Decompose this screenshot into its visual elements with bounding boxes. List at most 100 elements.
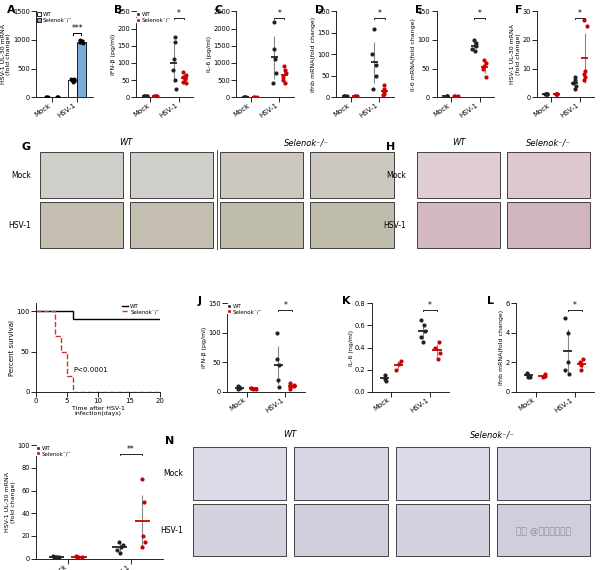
Point	[43, 92, 53, 101]
Point	[272, 328, 282, 337]
Point	[552, 89, 562, 99]
FancyBboxPatch shape	[193, 504, 286, 556]
Point	[582, 21, 592, 30]
Point	[41, 92, 51, 101]
Point	[76, 35, 85, 44]
Point	[271, 68, 281, 78]
Point	[560, 365, 570, 374]
Text: B: B	[115, 5, 123, 15]
Point	[235, 382, 244, 392]
Point	[431, 343, 440, 352]
Point	[469, 35, 478, 44]
Point	[137, 475, 147, 484]
Point	[235, 384, 245, 393]
Point	[525, 373, 535, 382]
Point	[571, 72, 580, 82]
FancyBboxPatch shape	[40, 152, 122, 198]
Text: Selenok⁻/⁻: Selenok⁻/⁻	[470, 430, 515, 439]
X-axis label: Time after HSV-1
infection(days): Time after HSV-1 infection(days)	[71, 405, 125, 416]
Text: HSV-1: HSV-1	[160, 526, 183, 535]
Point	[170, 32, 180, 42]
Text: ***: ***	[71, 23, 83, 32]
Point	[275, 382, 284, 392]
Point	[272, 355, 282, 364]
Point	[233, 381, 242, 390]
Point	[340, 92, 349, 101]
Point	[581, 67, 590, 76]
Point	[78, 39, 88, 48]
Point	[73, 553, 83, 562]
Point	[563, 358, 573, 367]
FancyBboxPatch shape	[40, 202, 122, 248]
Selenok⁻/⁻	[57, 348, 64, 355]
Point	[171, 84, 181, 93]
Point	[433, 354, 443, 363]
Point	[568, 78, 578, 87]
Point	[522, 368, 532, 377]
Point	[278, 72, 288, 81]
Text: 知乎 @逻辑神经科学: 知乎 @逻辑神经科学	[516, 527, 571, 536]
WT	[70, 316, 77, 323]
Selenok⁻/⁻	[70, 389, 77, 396]
Text: Mock: Mock	[163, 469, 183, 478]
Point	[380, 374, 389, 383]
Selenok⁻/⁻	[64, 372, 71, 379]
Point	[66, 74, 76, 83]
Point	[77, 553, 87, 562]
Point	[577, 365, 586, 374]
Point	[68, 78, 77, 87]
FancyBboxPatch shape	[417, 152, 500, 198]
FancyBboxPatch shape	[130, 152, 213, 198]
Text: *: *	[578, 9, 581, 18]
Text: E: E	[415, 5, 422, 15]
Text: N: N	[165, 436, 174, 446]
Text: D: D	[315, 5, 324, 15]
Point	[169, 65, 178, 74]
Point	[435, 349, 445, 358]
Point	[48, 552, 58, 561]
Point	[542, 89, 552, 99]
Point	[471, 41, 481, 50]
Point	[149, 92, 159, 101]
Text: F: F	[515, 5, 523, 15]
Point	[481, 72, 491, 82]
Point	[418, 337, 427, 347]
Point	[178, 68, 188, 77]
Point	[280, 79, 290, 88]
Point	[116, 543, 125, 552]
Text: *: *	[428, 301, 432, 310]
Selenok⁻/⁻	[51, 308, 58, 315]
Point	[565, 369, 574, 378]
Point	[181, 75, 190, 84]
Point	[540, 369, 550, 378]
Text: J: J	[197, 296, 202, 306]
Point	[580, 72, 590, 82]
Point	[241, 92, 251, 101]
Legend: WT, Selenok⁻/⁻: WT, Selenok⁻/⁻	[228, 304, 262, 315]
Text: *: *	[283, 301, 287, 310]
Text: G: G	[22, 142, 31, 153]
Point	[340, 92, 349, 101]
Point	[181, 79, 191, 88]
Point	[560, 314, 570, 323]
Point	[479, 55, 489, 64]
Point	[478, 64, 488, 73]
FancyBboxPatch shape	[130, 202, 213, 248]
Point	[371, 71, 380, 80]
Point	[449, 91, 459, 100]
Point	[538, 373, 547, 382]
Point	[139, 92, 149, 101]
FancyBboxPatch shape	[220, 152, 303, 198]
Point	[75, 38, 85, 47]
Point	[434, 337, 444, 347]
Point	[380, 370, 390, 380]
Point	[139, 92, 149, 101]
Point	[551, 89, 561, 99]
Point	[380, 84, 389, 93]
Text: HSV-1: HSV-1	[383, 221, 406, 230]
Point	[269, 44, 278, 54]
Point	[370, 24, 379, 33]
Point	[233, 384, 243, 393]
FancyBboxPatch shape	[497, 504, 590, 556]
Text: L: L	[487, 296, 494, 306]
